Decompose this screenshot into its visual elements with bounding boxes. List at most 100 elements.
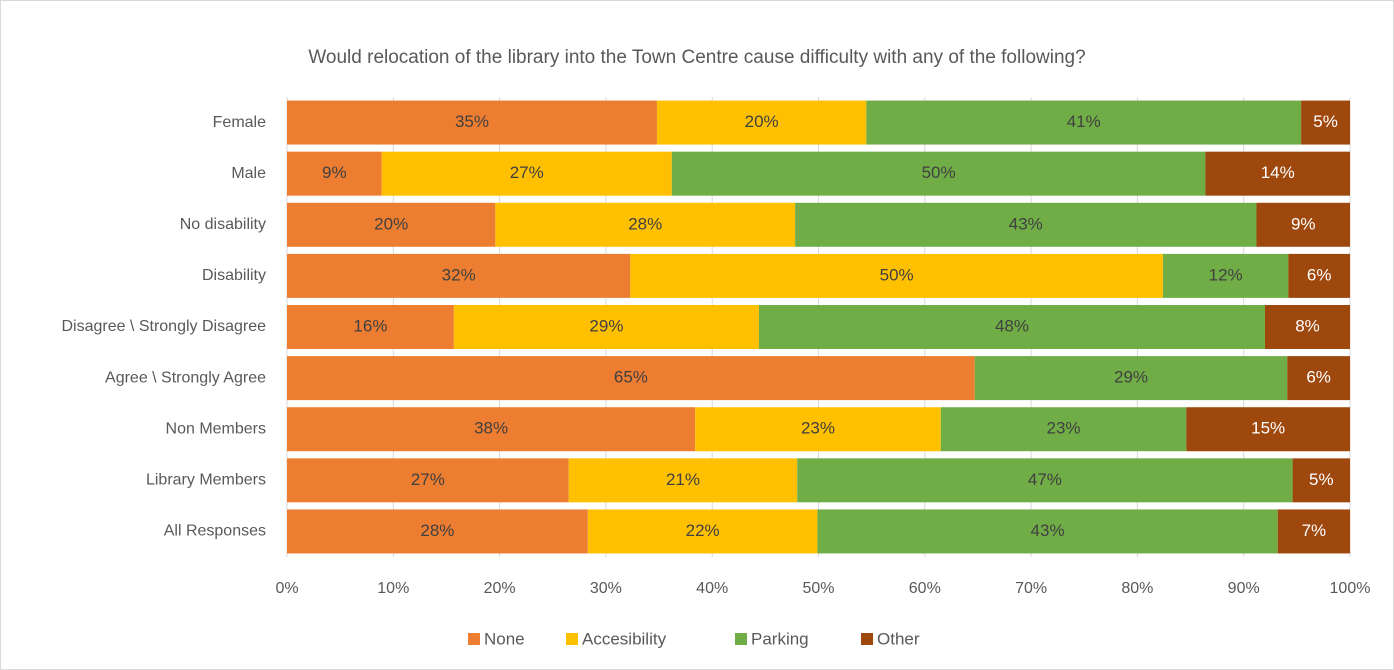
bar-segment [1277, 509, 1350, 554]
bar-segment [630, 253, 1163, 298]
data-label: 20% [745, 112, 779, 131]
x-tick-label: 0% [275, 580, 298, 597]
bar-segment [1256, 202, 1350, 247]
x-tick-label: 80% [1121, 580, 1153, 597]
bar-segment [1288, 253, 1350, 298]
x-tick-label: 30% [590, 580, 622, 597]
bar-segment [287, 151, 382, 196]
bar-segment [695, 407, 941, 452]
y-tick-label: Agree \ Strongly Agree [105, 369, 266, 386]
bar-segment [795, 202, 1257, 247]
bar-segment [817, 509, 1278, 554]
bar-segment [287, 458, 569, 503]
data-label: 16% [353, 316, 387, 335]
y-tick-label: Disagree \ Strongly Disagree [61, 318, 266, 335]
data-label: 20% [374, 214, 408, 233]
data-label: 21% [666, 470, 700, 489]
bar-segment [287, 356, 975, 401]
bar-segment [1301, 100, 1350, 145]
bar-segment [287, 253, 631, 298]
data-label: 23% [801, 419, 835, 438]
data-label: 22% [686, 521, 720, 540]
data-label: 6% [1306, 368, 1331, 387]
data-label: 65% [614, 368, 648, 387]
legend-swatch [566, 633, 578, 645]
data-label: 12% [1209, 265, 1243, 284]
x-tick-label: 90% [1228, 580, 1260, 597]
data-label: 9% [1291, 214, 1316, 233]
y-tick-label: Non Members [166, 420, 266, 437]
data-label: 29% [589, 316, 623, 335]
bar-segment [381, 151, 672, 196]
bar-segment [974, 356, 1288, 401]
x-tick-label: 40% [696, 580, 728, 597]
bar-segment [656, 100, 867, 145]
legend-swatch [861, 633, 873, 645]
bar-segment [287, 407, 696, 452]
bar-segment [940, 407, 1187, 452]
data-label: 32% [442, 265, 476, 284]
data-label: 48% [995, 316, 1029, 335]
y-tick-label: Disability [202, 267, 266, 284]
bar-segment [495, 202, 796, 247]
bar-segment [287, 100, 657, 145]
bar-segment [587, 509, 818, 554]
data-label: 38% [474, 419, 508, 438]
bar-segment [758, 305, 1265, 349]
x-tick-label: 20% [484, 580, 516, 597]
bar-segment [453, 305, 759, 349]
data-label: 28% [628, 214, 662, 233]
data-label: 50% [880, 265, 914, 284]
data-label: 14% [1261, 163, 1295, 182]
legend-label: Accesibility [582, 629, 667, 648]
y-tick-label: All Responses [164, 523, 266, 540]
x-tick-label: 70% [1015, 580, 1047, 597]
data-label: 43% [1009, 214, 1043, 233]
data-label: 50% [922, 163, 956, 182]
bar-segment [1162, 253, 1289, 298]
x-tick-label: 50% [802, 580, 834, 597]
legend-label: None [484, 629, 525, 648]
bar-segment [287, 202, 496, 247]
y-tick-label: Library Members [146, 472, 266, 489]
data-label: 35% [455, 112, 489, 131]
data-label: 5% [1313, 112, 1338, 131]
y-tick-label: No disability [180, 216, 266, 233]
data-label: 8% [1295, 316, 1320, 335]
x-tick-label: 100% [1330, 580, 1371, 597]
x-tick-label: 10% [377, 580, 409, 597]
chart-title: Would relocation of the library into the… [308, 47, 1085, 68]
data-label: 47% [1028, 470, 1062, 489]
bar-segment [568, 458, 798, 503]
data-label: 5% [1309, 470, 1334, 489]
data-label: 27% [510, 163, 544, 182]
bar-segment [1264, 305, 1350, 349]
bar-segment [287, 305, 454, 349]
y-tick-label: Male [231, 165, 266, 182]
bar-segment [1287, 356, 1350, 401]
legend-label: Other [877, 629, 920, 648]
bar-segment [671, 151, 1206, 196]
data-label: 27% [411, 470, 445, 489]
data-label: 41% [1067, 112, 1101, 131]
data-label: 28% [420, 521, 454, 540]
data-label: 9% [322, 163, 347, 182]
legend-swatch [735, 633, 747, 645]
data-label: 6% [1307, 265, 1332, 284]
data-label: 7% [1302, 521, 1327, 540]
legend-swatch [468, 633, 480, 645]
data-label: 23% [1047, 419, 1081, 438]
legend-label: Parking [751, 629, 809, 648]
bar-segment [1205, 151, 1350, 196]
data-label: 15% [1251, 419, 1285, 438]
y-tick-label: Female [213, 114, 266, 131]
bar-segment [1186, 407, 1350, 452]
data-label: 29% [1114, 368, 1148, 387]
data-label: 43% [1031, 521, 1065, 540]
bar-segment [866, 100, 1302, 145]
bar-segment [287, 509, 588, 554]
bar-segment [1292, 458, 1350, 503]
x-tick-label: 60% [909, 580, 941, 597]
bar-segment [797, 458, 1293, 503]
